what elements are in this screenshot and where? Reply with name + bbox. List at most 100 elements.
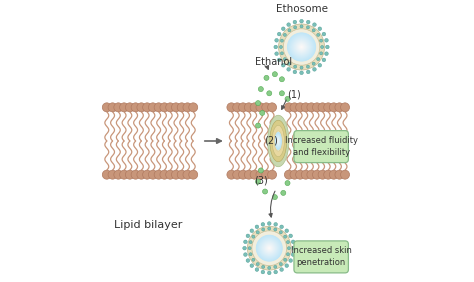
Circle shape (325, 52, 328, 56)
Circle shape (249, 253, 252, 256)
Circle shape (318, 63, 322, 67)
Circle shape (281, 52, 283, 55)
Circle shape (307, 103, 316, 112)
Circle shape (329, 103, 338, 112)
Text: (2): (2) (264, 135, 278, 146)
Circle shape (252, 235, 255, 238)
Circle shape (306, 26, 310, 29)
Circle shape (293, 26, 297, 29)
Ellipse shape (258, 237, 281, 259)
Circle shape (273, 195, 277, 200)
Circle shape (292, 246, 296, 250)
Circle shape (244, 253, 247, 256)
Circle shape (279, 45, 283, 49)
Circle shape (312, 29, 315, 32)
Ellipse shape (275, 132, 282, 150)
Ellipse shape (293, 38, 310, 56)
Ellipse shape (299, 45, 304, 50)
Circle shape (322, 58, 326, 62)
Circle shape (108, 170, 117, 179)
Ellipse shape (292, 38, 310, 56)
Circle shape (102, 170, 111, 179)
Circle shape (262, 103, 271, 112)
Ellipse shape (260, 239, 279, 258)
Ellipse shape (275, 132, 282, 150)
Ellipse shape (267, 246, 271, 250)
Text: (3): (3) (254, 175, 268, 185)
Circle shape (263, 189, 268, 194)
Ellipse shape (274, 131, 282, 151)
Circle shape (282, 27, 285, 30)
Circle shape (255, 179, 261, 184)
Circle shape (160, 170, 169, 179)
Circle shape (296, 103, 305, 112)
Circle shape (154, 103, 163, 112)
Ellipse shape (277, 139, 279, 143)
Circle shape (227, 103, 236, 112)
Ellipse shape (267, 246, 272, 250)
Circle shape (300, 19, 303, 23)
Circle shape (172, 103, 181, 112)
Circle shape (306, 20, 310, 24)
Circle shape (288, 29, 291, 32)
Circle shape (283, 58, 286, 61)
Circle shape (238, 170, 247, 179)
Circle shape (250, 264, 254, 268)
Ellipse shape (270, 120, 287, 162)
Circle shape (249, 241, 252, 244)
Circle shape (312, 170, 321, 179)
Circle shape (273, 72, 277, 77)
Circle shape (317, 33, 320, 36)
Ellipse shape (264, 244, 274, 253)
Ellipse shape (277, 138, 280, 144)
Ellipse shape (276, 135, 281, 147)
Ellipse shape (276, 136, 280, 146)
Circle shape (312, 103, 321, 112)
Circle shape (256, 103, 265, 112)
Circle shape (183, 170, 192, 179)
Ellipse shape (272, 125, 284, 157)
Circle shape (292, 253, 295, 256)
Circle shape (289, 234, 292, 238)
Ellipse shape (300, 45, 303, 49)
Text: Ethosome: Ethosome (275, 4, 328, 14)
Circle shape (243, 246, 246, 250)
Circle shape (322, 32, 326, 36)
Circle shape (131, 103, 140, 112)
Ellipse shape (292, 37, 311, 57)
Circle shape (125, 103, 134, 112)
Ellipse shape (295, 40, 308, 54)
Ellipse shape (298, 43, 306, 51)
Circle shape (244, 240, 247, 244)
Ellipse shape (266, 245, 273, 252)
Circle shape (279, 263, 283, 266)
Circle shape (319, 52, 323, 55)
Circle shape (166, 103, 174, 112)
Circle shape (279, 91, 284, 96)
Circle shape (250, 170, 259, 179)
Circle shape (301, 170, 310, 179)
Text: (1): (1) (288, 90, 301, 100)
Circle shape (301, 103, 310, 112)
Circle shape (286, 253, 290, 256)
Ellipse shape (263, 242, 275, 254)
Circle shape (290, 103, 299, 112)
Circle shape (250, 103, 259, 112)
Circle shape (293, 65, 297, 68)
Ellipse shape (264, 243, 275, 254)
FancyBboxPatch shape (294, 131, 348, 163)
Ellipse shape (257, 236, 282, 260)
Ellipse shape (278, 140, 279, 142)
Circle shape (279, 77, 284, 82)
Circle shape (277, 58, 281, 62)
Circle shape (281, 190, 286, 195)
Circle shape (102, 103, 111, 112)
Circle shape (267, 222, 271, 225)
Circle shape (114, 170, 123, 179)
Circle shape (262, 228, 265, 231)
Circle shape (282, 63, 285, 67)
Circle shape (256, 231, 259, 234)
Ellipse shape (296, 41, 307, 52)
Text: Lipid bilayer: Lipid bilayer (114, 220, 183, 230)
Ellipse shape (256, 235, 283, 262)
